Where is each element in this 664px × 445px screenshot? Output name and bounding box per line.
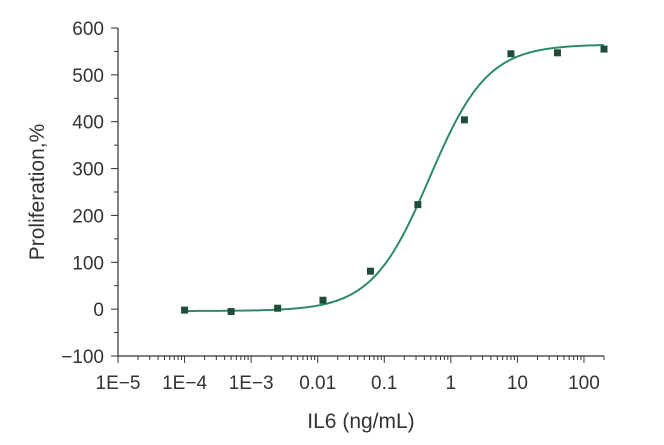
data-point	[181, 306, 189, 314]
y-axis-title: Proliferation,%	[26, 124, 49, 261]
y-tick-label: 0	[93, 300, 104, 321]
y-tick-label: −100	[61, 347, 104, 368]
x-tick-label: 1E−3	[229, 373, 274, 394]
x-tick-label: 0.1	[371, 373, 397, 394]
y-tick-label: 100	[72, 253, 104, 274]
y-tick-label: 400	[72, 113, 104, 134]
x-axis-ticks: 1E−5 1E−4 1E−3 0.01 0.1 1 10 100	[96, 356, 605, 394]
data-point	[460, 116, 468, 124]
y-tick-label: 600	[72, 19, 104, 40]
data-point	[366, 267, 374, 275]
x-tick-label: 1E−5	[96, 373, 141, 394]
data-point	[274, 304, 282, 312]
y-axis-ticks: −100 0 100 200 300 400 500 600	[61, 19, 118, 368]
y-tick-label: 300	[72, 160, 104, 181]
data-point	[227, 307, 235, 315]
data-point	[319, 296, 327, 304]
x-tick-label: 1E−4	[162, 373, 207, 394]
x-axis-title: IL6 (ng/mL)	[307, 410, 414, 433]
x-tick-label: 100	[568, 373, 600, 394]
data-points	[181, 45, 608, 315]
y-tick-label: 200	[72, 206, 104, 227]
data-point	[507, 50, 515, 58]
x-tick-label: 0.01	[299, 373, 336, 394]
x-tick-label: 1	[446, 373, 457, 394]
data-point	[414, 201, 422, 209]
x-tick-label: 10	[507, 373, 528, 394]
fit-curve	[184, 44, 605, 312]
data-point	[600, 45, 608, 53]
y-tick-label: 500	[72, 66, 104, 87]
data-point	[553, 49, 561, 57]
